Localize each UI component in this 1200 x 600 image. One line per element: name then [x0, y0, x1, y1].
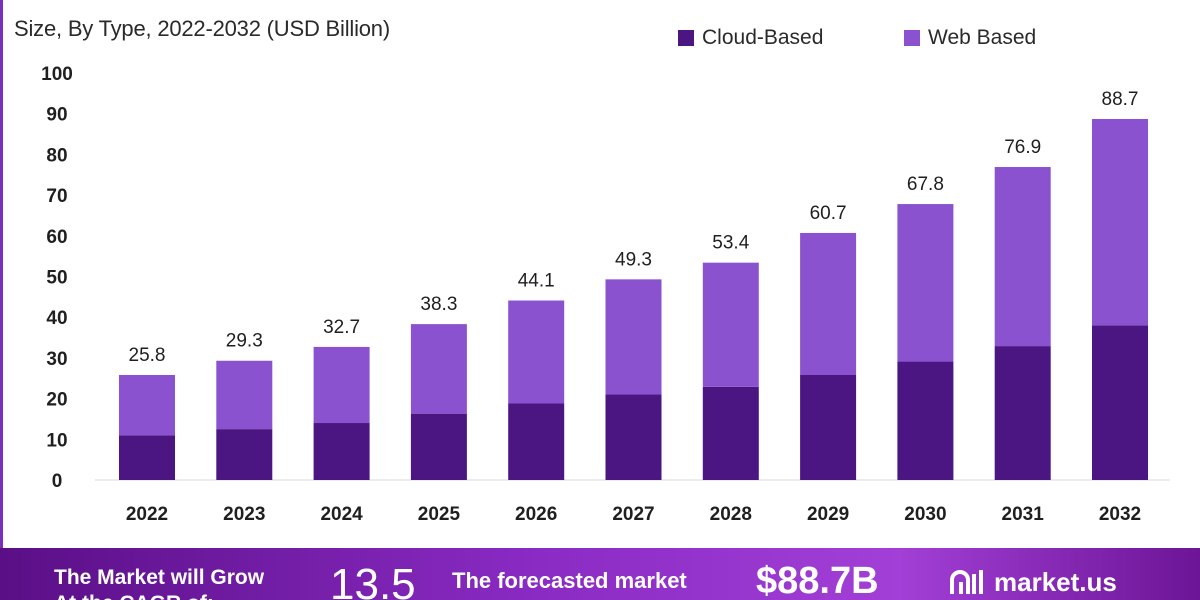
x-tick-label: 2029 [807, 504, 849, 525]
x-tick-label: 2023 [223, 504, 265, 525]
y-tick-label: 0 [52, 471, 63, 492]
bar-web-based-2022 [119, 374, 175, 436]
footer-grow-text: The Market will Grow [54, 566, 265, 589]
footer-forecast-label: The forecasted market [452, 568, 687, 593]
footer-forecast-value: $88.7B [756, 560, 879, 600]
chart-title: Size, By Type, 2022-2032 (USD Billion) [14, 16, 390, 41]
y-tick-label: 20 [46, 390, 67, 411]
x-tick-label: 2026 [515, 504, 557, 525]
x-tick-label: 2028 [710, 504, 752, 525]
legend-label-cloud-based: Cloud-Based [702, 26, 824, 49]
footer-cagr-value: 13.5 [330, 560, 416, 600]
bar-web-based-2024 [313, 346, 370, 424]
bar-cloud-based-2022 [119, 435, 175, 480]
y-tick-label: 10 [46, 430, 67, 451]
data-label-total: 60.7 [810, 203, 847, 224]
data-label-total: 53.4 [712, 233, 749, 254]
bar-cloud-based-2026 [508, 403, 565, 480]
brand-name: market.us [994, 566, 1117, 597]
bar-cloud-based-2025 [410, 413, 467, 480]
y-tick-label: 60 [46, 227, 67, 248]
bar-cloud-based-2027 [605, 394, 662, 480]
bar-cloud-based-2029 [800, 374, 857, 480]
data-label-total: 76.9 [1004, 137, 1041, 158]
x-tick-label: 2022 [126, 504, 168, 525]
x-tick-label: 2032 [1099, 504, 1141, 525]
footer-cagr-label: At the CAGR of: [54, 592, 214, 600]
bar-web-based-2026 [508, 300, 565, 404]
x-tick-label: 2024 [320, 504, 363, 525]
x-tick-label: 2027 [612, 504, 654, 525]
data-label-total: 38.3 [420, 294, 457, 315]
data-label-total: 25.8 [129, 345, 166, 366]
bar-web-based-2032 [1092, 118, 1148, 326]
x-tick-label: 2025 [418, 504, 461, 525]
data-label-total: 88.7 [1102, 89, 1139, 110]
bar-web-based-2031 [994, 167, 1051, 347]
y-tick-label: 100 [41, 64, 73, 85]
stacked-bar-chart: 010203040506070809010025.8202229.3202332… [41, 64, 1170, 525]
legend-label-web-based: Web Based [928, 26, 1037, 49]
x-tick-label: 2031 [1002, 504, 1045, 525]
chart-frame [0, 0, 3, 548]
y-tick-label: 50 [46, 268, 67, 289]
bar-web-based-2023 [216, 360, 273, 430]
footer-banner: The Market will Grow At the CAGR of: 13.… [0, 548, 1200, 600]
bar-cloud-based-2028 [702, 386, 759, 480]
legend-item-cloud-based: Cloud-Based [678, 26, 823, 50]
bar-cloud-based-2023 [216, 429, 273, 480]
y-tick-label: 40 [46, 308, 67, 329]
chart-legend: Cloud-Based Web Based [0, 26, 1200, 54]
bar-web-based-2025 [410, 324, 467, 414]
legend-swatch-web-based [904, 30, 920, 46]
data-label-total: 32.7 [323, 317, 360, 338]
data-label-total: 67.8 [907, 174, 944, 195]
brand-logo[interactable]: market.us [948, 566, 1117, 598]
y-tick-label: 70 [46, 186, 67, 207]
y-tick-label: 90 [46, 105, 67, 126]
y-tick-label: 30 [46, 349, 67, 370]
bar-cloud-based-2030 [897, 361, 954, 480]
market-us-logo-icon [950, 570, 983, 594]
y-tick-label: 80 [46, 145, 67, 166]
bar-web-based-2028 [702, 262, 759, 387]
bar-cloud-based-2032 [1092, 325, 1148, 480]
bar-cloud-based-2024 [313, 423, 370, 480]
legend-swatch-cloud-based [678, 30, 694, 46]
bar-web-based-2027 [605, 279, 662, 395]
x-tick-label: 2030 [904, 504, 946, 525]
data-label-total: 29.3 [226, 331, 263, 352]
bar-web-based-2030 [897, 204, 954, 362]
bar-cloud-based-2031 [994, 346, 1051, 480]
data-label-total: 44.1 [518, 271, 555, 292]
bar-web-based-2029 [800, 232, 857, 375]
legend-item-web-based: Web Based [904, 26, 1036, 50]
data-label-total: 49.3 [615, 249, 652, 270]
